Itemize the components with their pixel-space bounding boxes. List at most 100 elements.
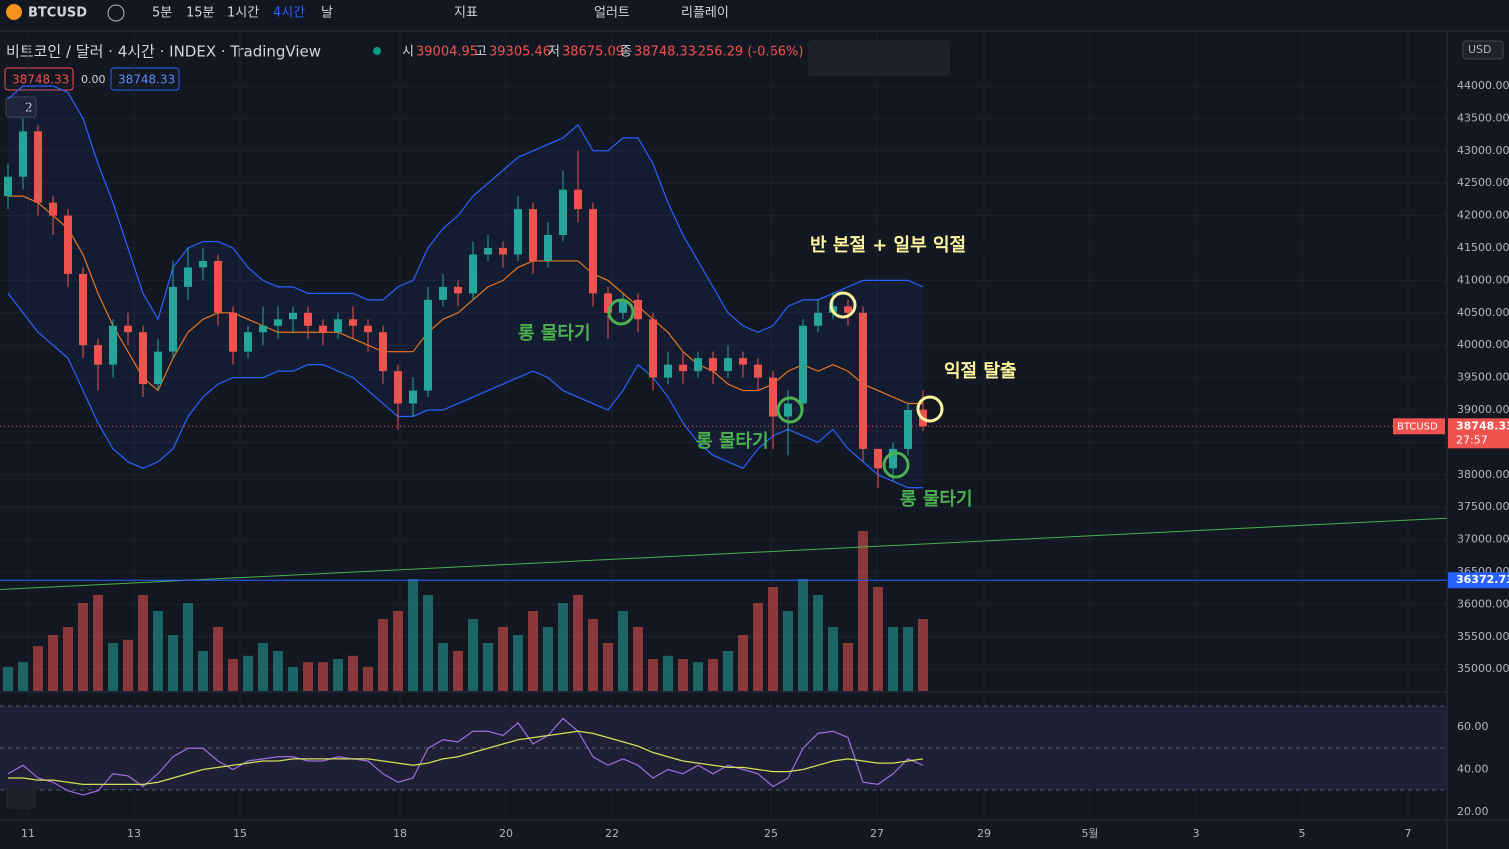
price-tick-label: 41500.00 <box>1457 241 1509 254</box>
volume-bar <box>438 643 448 691</box>
candle-body <box>499 248 507 255</box>
candle-body <box>199 260 207 268</box>
status-dot <box>373 47 381 55</box>
volume-bar <box>108 643 118 691</box>
candle-body <box>214 260 222 313</box>
last-tag <box>1448 418 1509 449</box>
last-label: 38748.33 <box>1456 419 1509 432</box>
alert[interactable]: 얼러트 <box>594 6 630 21</box>
ohlc-label: 종 <box>620 45 632 60</box>
candle-body <box>514 209 522 255</box>
symbol-tag-label: BTCUSD <box>1397 421 1438 432</box>
candle-body <box>904 410 912 449</box>
ask-box[interactable] <box>110 67 180 91</box>
candle-body <box>589 209 597 294</box>
collapse-count[interactable]: 2 <box>25 101 33 115</box>
annotation: 익절 탈출 <box>944 361 1017 382</box>
volume-bar <box>603 643 613 691</box>
ohlc-value: 38675.09 <box>562 45 624 60</box>
drawing-toolbar[interactable] <box>808 40 950 76</box>
rsi-signal <box>8 730 924 785</box>
ask: 38748.33 <box>118 73 175 87</box>
annotation: 롱 물타기 <box>900 489 973 510</box>
volume-bar <box>258 643 268 691</box>
currency[interactable]: USD <box>1468 43 1492 56</box>
volume-bar <box>483 643 493 691</box>
hline-tag <box>1448 572 1509 589</box>
volume-bar <box>618 611 628 691</box>
volume-bar <box>828 627 838 691</box>
candle-body <box>709 358 717 372</box>
candle-body <box>289 312 297 320</box>
volume-bar <box>348 655 358 691</box>
date-label: 15 <box>233 827 247 840</box>
volume-bar <box>243 655 253 691</box>
legend-title: 비트코인 / 달러 · 4시간 · INDEX · TradingView <box>6 43 321 61</box>
candle-body <box>274 319 282 326</box>
volume-bar <box>153 611 163 691</box>
change: -256.29 (-0.66%) <box>693 45 803 60</box>
candle-body <box>814 312 822 326</box>
candle-body <box>304 312 312 326</box>
tv-logo[interactable] <box>6 787 36 809</box>
indicators[interactable]: 지표 <box>454 6 478 21</box>
date-label: 29 <box>977 827 991 840</box>
volume-bar <box>408 579 418 691</box>
candle-body <box>184 267 192 287</box>
volume-bar <box>318 662 328 691</box>
bb-upper <box>7 85 924 333</box>
candle-body <box>439 286 447 300</box>
circle-marker <box>607 298 635 326</box>
date-label: 25 <box>764 827 778 840</box>
candle-body <box>64 215 72 274</box>
volume-bar <box>693 662 703 691</box>
interval[interactable]: 1시간 <box>227 6 259 21</box>
date-label: 5월 <box>1081 827 1098 840</box>
volume-bar <box>123 639 133 691</box>
price-tick-label: 35500.00 <box>1457 630 1509 643</box>
bid-box[interactable] <box>4 67 74 91</box>
trendline <box>0 517 1448 590</box>
candle-body <box>889 448 897 469</box>
volume-bar <box>873 587 883 691</box>
candle-body <box>649 319 657 378</box>
circle-marker <box>776 396 804 424</box>
add-symbol[interactable] <box>107 4 125 22</box>
candle-body <box>244 332 252 352</box>
candle-body <box>619 299 627 313</box>
candle-body <box>469 254 477 294</box>
volume-bar <box>78 603 88 691</box>
annotation: 롱 물타기 <box>518 323 591 344</box>
interval[interactable]: 날 <box>321 6 333 21</box>
interval[interactable]: 5분 <box>152 6 172 21</box>
candle-body <box>739 358 747 365</box>
interval[interactable]: 4시간 <box>273 6 305 21</box>
candle-body <box>229 312 237 352</box>
candle-body <box>574 189 582 210</box>
volume-bar <box>903 627 913 691</box>
price-tick-label: 44000.00 <box>1457 79 1509 92</box>
date-label: 13 <box>127 827 141 840</box>
candle-body <box>874 448 882 469</box>
volume-bar <box>723 651 733 691</box>
symbol[interactable]: BTCUSD <box>28 6 87 21</box>
candle-body <box>784 403 792 417</box>
volume-bar <box>768 587 778 691</box>
interval[interactable]: 15분 <box>186 6 215 21</box>
candle-body <box>319 325 327 333</box>
price-tick-label: 42000.00 <box>1457 209 1509 222</box>
volume-bar <box>453 651 463 691</box>
replay[interactable]: 리플레이 <box>681 6 729 21</box>
btc-icon <box>6 4 22 20</box>
date-label: 27 <box>870 827 884 840</box>
price-tick-label: 43000.00 <box>1457 144 1509 157</box>
candle-body <box>754 364 762 378</box>
candle-body <box>139 332 147 385</box>
candle-body <box>79 273 87 346</box>
volume-bar <box>183 603 193 691</box>
candle-body <box>379 332 387 372</box>
currency-button[interactable] <box>1462 40 1504 60</box>
volume-bar <box>498 627 508 691</box>
ohlc-value: 39305.46 <box>489 45 551 60</box>
